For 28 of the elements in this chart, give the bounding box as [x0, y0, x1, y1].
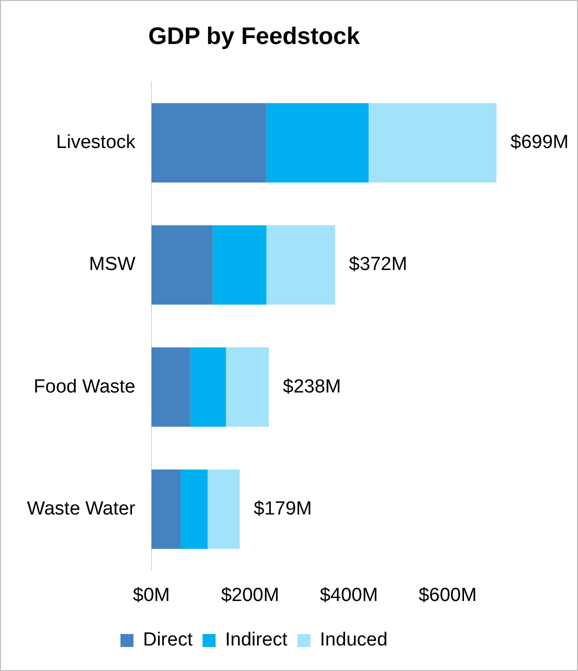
chart-title: GDP by Feedstock	[148, 23, 360, 50]
bar	[180, 469, 208, 549]
legend-label: Induced	[320, 630, 388, 651]
x-tick-label: $0M	[132, 584, 170, 606]
bar	[368, 103, 497, 183]
bar	[151, 103, 266, 183]
x-tick-label: $200M	[221, 584, 280, 606]
bar	[151, 469, 181, 549]
bar	[266, 225, 336, 305]
y-tick-label: Livestock	[56, 132, 136, 154]
y-tick-label: Waste Water	[26, 498, 136, 520]
bar	[190, 347, 226, 427]
x-tick-label: $400M	[320, 584, 378, 606]
bar	[226, 347, 269, 427]
bar	[212, 225, 266, 305]
y-tick-label: MSW	[88, 254, 136, 276]
bar	[151, 225, 213, 305]
x-tick-label: $600M	[418, 584, 477, 606]
bar	[266, 103, 369, 183]
total-label: $238M	[282, 376, 342, 398]
total-label: $699M	[510, 132, 569, 154]
bar	[151, 347, 190, 427]
total-label: $372M	[349, 254, 408, 276]
bar	[208, 469, 240, 549]
total-label: $179M	[254, 498, 312, 520]
legend-label: Direct	[142, 630, 194, 651]
y-tick-label: Food Waste	[34, 376, 136, 398]
legend-label: Indirect	[225, 630, 288, 651]
